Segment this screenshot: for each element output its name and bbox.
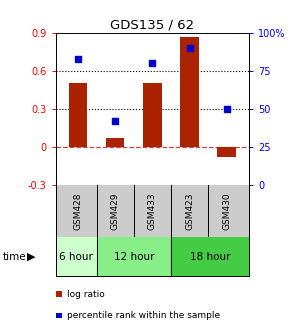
Text: GSM429: GSM429: [111, 192, 120, 230]
Text: ▶: ▶: [26, 252, 35, 262]
Text: GSM428: GSM428: [74, 192, 83, 230]
Point: [224, 106, 229, 111]
Point: [76, 56, 80, 61]
Bar: [143, 83, 162, 147]
Text: 18 hour: 18 hour: [190, 252, 230, 262]
Point: [187, 45, 192, 50]
Point: [113, 118, 117, 124]
Text: 6 hour: 6 hour: [59, 252, 93, 262]
Bar: [97, 237, 171, 276]
Bar: [217, 147, 236, 157]
Bar: [69, 83, 87, 147]
Bar: [171, 237, 249, 276]
Text: 12 hour: 12 hour: [113, 252, 154, 262]
Text: GSM430: GSM430: [222, 192, 231, 230]
Bar: [106, 138, 125, 147]
Text: GSM433: GSM433: [148, 192, 157, 230]
Bar: [56, 237, 97, 276]
Bar: [180, 37, 199, 147]
Text: log ratio: log ratio: [67, 290, 104, 299]
Point: [150, 60, 155, 66]
Text: percentile rank within the sample: percentile rank within the sample: [67, 311, 220, 320]
Title: GDS135 / 62: GDS135 / 62: [110, 19, 195, 31]
Text: time: time: [3, 252, 27, 262]
Text: GSM423: GSM423: [185, 192, 194, 230]
